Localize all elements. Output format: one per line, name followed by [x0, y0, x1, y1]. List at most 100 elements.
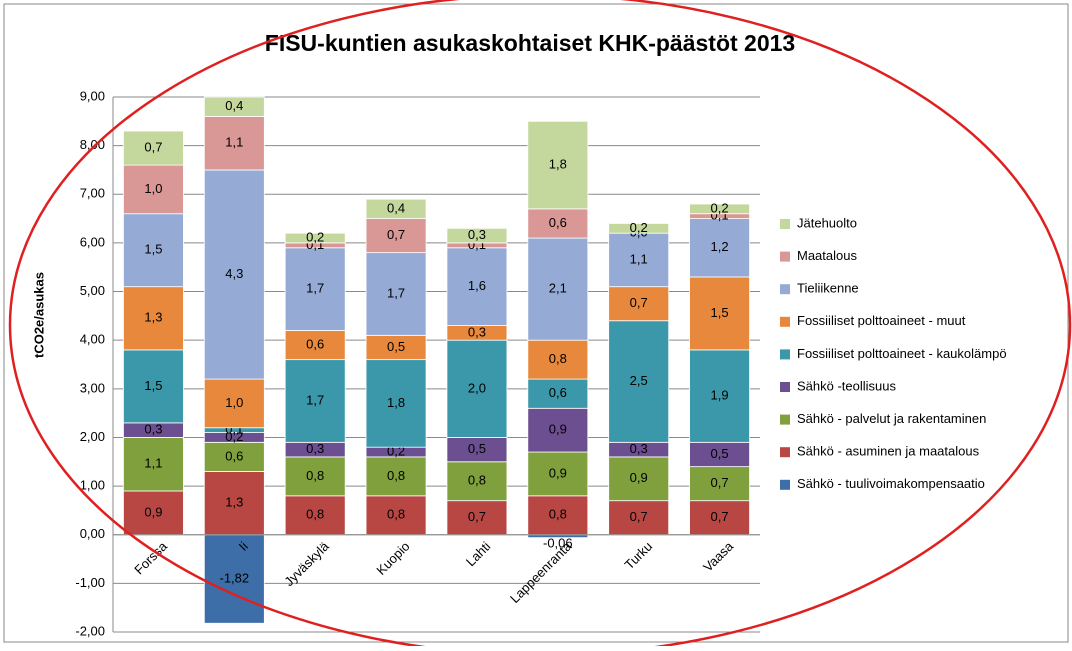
bar-segment	[123, 130, 184, 166]
bar-segment	[527, 495, 589, 536]
legend-label: Fossiiliset polttoaineet - kaukolämpö	[797, 346, 1007, 361]
bar-segment	[527, 237, 589, 341]
bar-segment	[123, 437, 184, 492]
y-tick-label: -2,00	[75, 623, 105, 638]
bar-segment	[689, 218, 750, 278]
y-tick-label: -1,00	[75, 575, 105, 590]
legend-swatch	[780, 316, 790, 327]
data-label: 1,3	[225, 495, 243, 510]
data-label: 0,6	[306, 336, 324, 351]
bar-segment	[123, 349, 184, 424]
data-label: 0,8	[387, 507, 405, 522]
data-label: 0,3	[468, 324, 486, 339]
data-label: 1,7	[387, 285, 405, 300]
legend-swatch	[780, 447, 790, 458]
legend-label: Fossiiliset polttoaineet - muut	[797, 313, 966, 328]
y-tick-label: 3,00	[80, 380, 105, 395]
data-label: 0,5	[468, 441, 486, 456]
legend-label: Sähkö - tuulivoimakompensaatio	[797, 476, 985, 491]
bar-segment	[284, 330, 346, 361]
bar-segment	[527, 407, 589, 453]
bar-segment	[446, 437, 508, 463]
bar-segment	[689, 349, 750, 443]
data-label: 1,3	[144, 310, 162, 325]
data-label: 0,7	[144, 140, 162, 155]
data-label: 0,7	[711, 509, 729, 524]
data-label: 0,8	[549, 507, 567, 522]
bar-segment	[608, 223, 670, 234]
data-label: 1,0	[225, 395, 243, 410]
bar-segment	[284, 359, 346, 443]
data-label: 0,2	[306, 229, 324, 244]
data-label: 0,3	[630, 441, 648, 456]
data-label: 1,8	[549, 157, 567, 172]
data-label: 1,6	[468, 278, 486, 293]
data-label: -1,82	[219, 570, 249, 585]
y-tick-label: 9,00	[80, 88, 105, 103]
data-label: 0,8	[306, 468, 324, 483]
data-label: 0,3	[468, 227, 486, 242]
data-label: 0,6	[549, 215, 567, 230]
y-tick-label: 6,00	[80, 234, 105, 249]
bar-segment	[203, 96, 265, 117]
data-label: 0,3	[306, 441, 324, 456]
data-label: 0,7	[711, 475, 729, 490]
bar-segment	[284, 232, 346, 244]
y-axis-label: tCO2e/asukas	[31, 272, 46, 358]
legend-swatch	[780, 414, 790, 425]
bar-segment	[527, 451, 589, 497]
data-label: 2,0	[468, 380, 486, 395]
legend-swatch	[780, 349, 790, 360]
y-tick-label: 1,00	[80, 478, 105, 493]
bar-segment	[689, 276, 750, 351]
bar-segment	[446, 227, 508, 244]
y-tick-label: 5,00	[80, 283, 105, 298]
data-label: 0,5	[711, 446, 729, 461]
data-label: 2,5	[630, 373, 648, 388]
annotation-ellipse	[8, 0, 1072, 651]
bar-segment	[365, 359, 427, 448]
bar-segment	[123, 213, 184, 288]
data-label: 2,1	[549, 281, 567, 296]
chart-title: FISU-kuntien asukaskohtaiset KHK-päästöt…	[265, 30, 795, 56]
legend-swatch	[780, 251, 790, 262]
bar-segment	[123, 164, 184, 215]
legend-swatch	[780, 284, 790, 295]
bar-segment	[689, 203, 750, 215]
data-label: 0,7	[630, 509, 648, 524]
legend-swatch	[780, 382, 790, 392]
data-label: 0,6	[225, 448, 243, 463]
legend-label: Sähkö - asuminen ja maatalous	[797, 444, 980, 459]
bar-segment	[446, 461, 508, 502]
data-label: 0,9	[630, 470, 648, 485]
bar-segment	[365, 252, 427, 336]
data-label: 1,5	[144, 242, 162, 257]
bar-segment	[446, 247, 508, 326]
data-label: 1,5	[711, 305, 729, 320]
bar-segment	[365, 198, 427, 219]
data-label: 1,1	[630, 251, 648, 266]
bar-segment	[527, 120, 589, 210]
bar-segment	[689, 466, 750, 502]
data-label: 0,3	[144, 422, 162, 437]
legend-label: Jätehuolto	[797, 215, 857, 230]
bar-segment	[365, 456, 427, 497]
bar-segment	[365, 218, 427, 254]
data-label: 1,1	[144, 456, 162, 471]
data-label: 0,8	[387, 468, 405, 483]
y-tick-label: 4,00	[80, 332, 105, 347]
data-label: -0,06	[543, 536, 573, 551]
bar-segment	[365, 334, 427, 361]
bar-segment	[527, 339, 589, 380]
data-label: 0,8	[549, 351, 567, 366]
bar-segment	[608, 456, 670, 502]
legend-swatch	[780, 219, 790, 229]
legend-label: Maatalous	[797, 248, 857, 263]
y-tick-label: 0,00	[80, 526, 105, 541]
data-label: 0,9	[549, 422, 567, 437]
bar-segment	[284, 247, 346, 331]
bar-segment	[203, 378, 265, 429]
data-label: 0,4	[225, 98, 243, 113]
data-label: 1,2	[711, 239, 729, 254]
